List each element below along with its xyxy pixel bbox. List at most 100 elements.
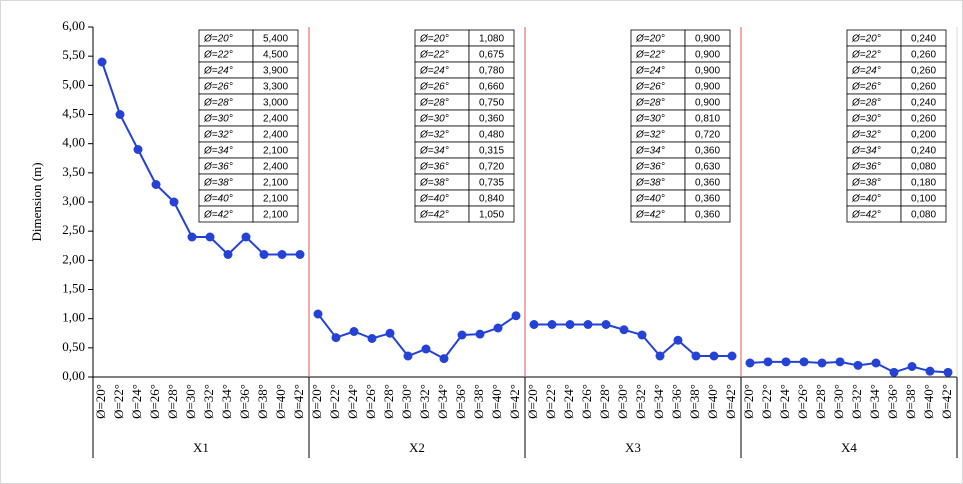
data-point	[691, 351, 701, 361]
table-value: 0,260	[911, 66, 936, 77]
table-value: 2,100	[263, 194, 288, 205]
x-tick-label: Ø=28°	[597, 384, 612, 419]
data-point	[853, 360, 863, 370]
x-tick-label: Ø=20°	[93, 384, 108, 419]
table-value: 2,400	[263, 162, 288, 173]
data-point	[727, 351, 737, 361]
table-label: Ø=34°	[851, 146, 881, 157]
table-value: 0,480	[479, 130, 504, 141]
table-value: 0,080	[911, 210, 936, 221]
table-value: 0,840	[479, 194, 504, 205]
table-label: Ø=20°	[419, 34, 449, 45]
table-value: 4,500	[263, 50, 288, 61]
table-cell	[468, 205, 515, 223]
data-point	[331, 333, 341, 343]
data-point	[601, 320, 611, 329]
x-tick-label: Ø=42°	[507, 384, 522, 419]
x-tick-label: Ø=22°	[543, 384, 558, 419]
x-tick-label: Ø=34°	[651, 384, 666, 419]
data-point	[475, 329, 485, 339]
x-tick-label: Ø=36°	[453, 384, 468, 419]
table-value: 2,400	[263, 114, 288, 125]
x-tick-label: Ø=34°	[435, 384, 450, 419]
table-label: Ø=38°	[203, 178, 233, 189]
table-label: Ø=38°	[419, 178, 449, 189]
x-tick-label: Ø=26°	[363, 384, 378, 419]
table-value: 3,300	[263, 82, 288, 93]
data-table: Ø=20° 0,240 Ø=22° 0,260 Ø=24° 0,260 Ø=26° 0,260…	[846, 29, 947, 223]
data-point	[583, 320, 593, 329]
data-table: Ø=20° 1,080 Ø=22° 0,675 Ø=24° 0,780 Ø=26° 0,660…	[414, 29, 515, 223]
data-point	[259, 250, 269, 259]
x-tick-label: Ø=42°	[291, 384, 306, 419]
data-point	[385, 328, 395, 338]
data-point	[925, 366, 935, 376]
x-tick-label: Ø=22°	[759, 384, 774, 419]
x-tick-label: Ø=34°	[867, 384, 882, 419]
table-value: 2,100	[263, 210, 288, 221]
table-label: Ø=36°	[419, 162, 449, 173]
table-value: 0,780	[479, 66, 504, 77]
table-value: 0,900	[695, 50, 720, 61]
data-point	[907, 362, 917, 371]
data-point	[709, 351, 719, 361]
table-label: Ø=32°	[851, 130, 881, 141]
data-point	[295, 250, 305, 259]
table-label: Ø=36°	[851, 162, 881, 173]
x-tick-label: Ø=28°	[165, 384, 180, 419]
x-tick-label: Ø=20°	[309, 384, 324, 419]
x-tick-label: Ø=38°	[471, 384, 486, 419]
group-label: X3	[625, 440, 641, 455]
data-point	[313, 309, 323, 319]
table-label: Ø=34°	[419, 146, 449, 157]
data-point	[493, 323, 503, 333]
x-tick-label: Ø=38°	[255, 384, 270, 419]
table-label: Ø=28°	[203, 98, 233, 109]
table-value: 0,675	[479, 50, 504, 61]
table-value: 0,720	[479, 162, 504, 173]
data-point	[619, 325, 629, 335]
table-value: 0,260	[911, 114, 936, 125]
table-label: Ø=40°	[419, 194, 449, 205]
data-table: Ø=20° 0,900 Ø=22° 0,900 Ø=24° 0,900 Ø=26° 0,900…	[630, 29, 731, 223]
data-point	[817, 358, 827, 368]
y-tick-label: 4,50	[62, 105, 85, 120]
table-label: Ø=36°	[203, 162, 233, 173]
table-label: Ø=26°	[635, 82, 665, 93]
y-tick-label: 0,50	[62, 339, 85, 354]
x-tick-label: Ø=38°	[687, 384, 702, 419]
x-tick-label: Ø=42°	[723, 384, 738, 419]
table-value: 0,900	[695, 98, 720, 109]
x-tick-label: Ø=36°	[237, 384, 252, 419]
table-value: 0,810	[695, 114, 720, 125]
table-value: 0,180	[911, 178, 936, 189]
data-point	[277, 250, 287, 259]
table-cell	[252, 205, 299, 223]
x-tick-label: Ø=22°	[327, 384, 342, 419]
table-cell	[900, 205, 947, 223]
data-point	[439, 354, 449, 364]
table-label: Ø=26°	[851, 82, 881, 93]
table-label: Ø=28°	[635, 98, 665, 109]
x-tick-label: Ø=26°	[147, 384, 162, 419]
x-tick-label: Ø=36°	[885, 384, 900, 419]
table-value: 0,315	[479, 146, 504, 157]
table-value: 0,735	[479, 178, 504, 189]
table-value: 0,240	[911, 146, 936, 157]
table-label: Ø=32°	[419, 130, 449, 141]
x-tick-label: Ø=20°	[741, 384, 756, 419]
x-tick-label: Ø=24°	[561, 384, 576, 419]
table-value: 1,050	[479, 210, 504, 221]
data-point	[457, 330, 467, 340]
table-value: 0,360	[695, 194, 720, 205]
table-value: 0,080	[911, 162, 936, 173]
x-tick-label: Ø=30°	[399, 384, 414, 419]
y-tick-label: 4,00	[62, 135, 85, 150]
data-point	[673, 335, 683, 345]
table-label: Ø=24°	[203, 66, 233, 77]
data-point	[241, 232, 251, 242]
data-point	[637, 330, 647, 340]
data-point	[835, 357, 845, 367]
table-value: 0,360	[695, 146, 720, 157]
